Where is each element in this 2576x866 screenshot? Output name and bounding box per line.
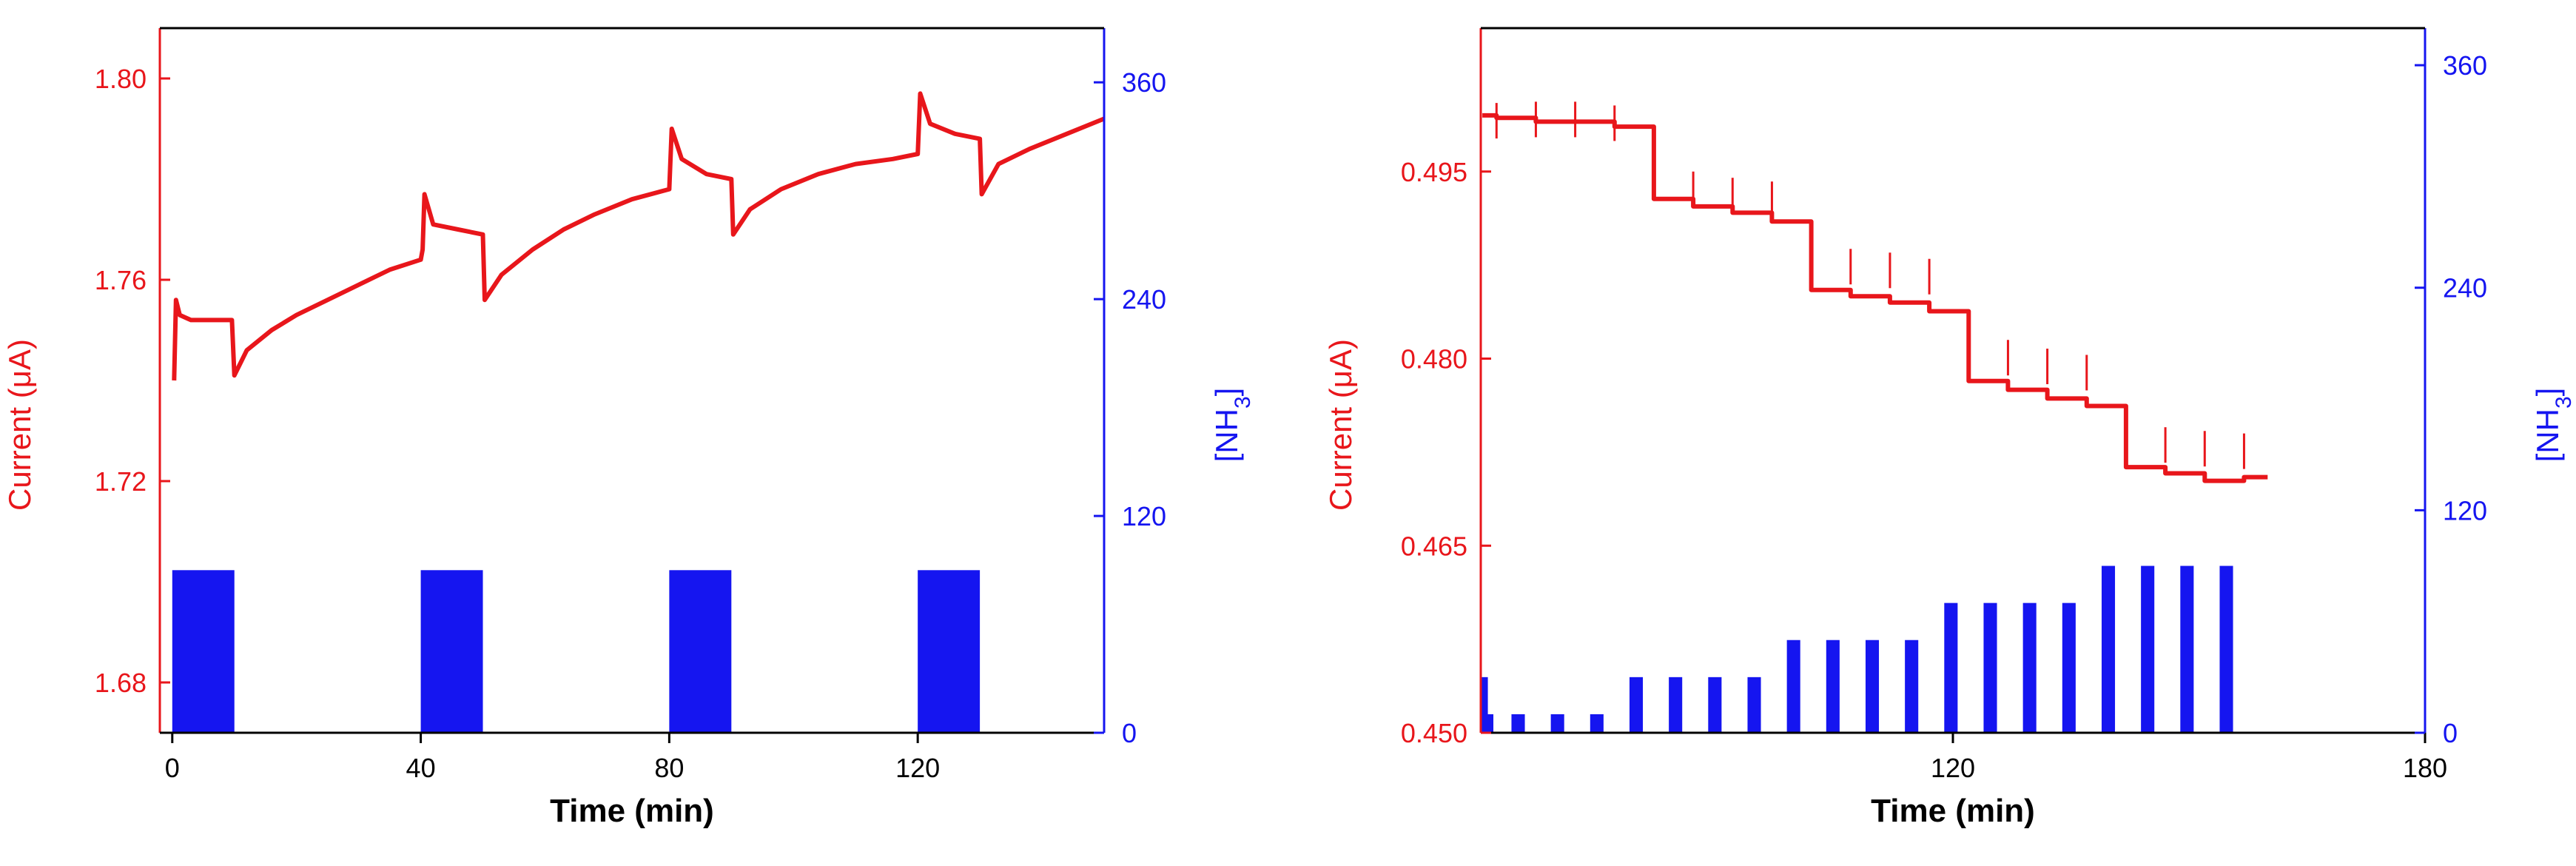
x-tick-label: 80 — [654, 753, 684, 783]
x-tick-label: 120 — [1931, 753, 1975, 783]
nh3-pulse-bar — [2180, 565, 2194, 733]
y-right-tick-label: 120 — [2443, 495, 2487, 526]
nh3-pulse-bar — [2219, 565, 2233, 733]
y-left-tick-label: 0.465 — [1401, 531, 1467, 561]
y-left-tick-label: 0.480 — [1401, 344, 1467, 375]
nh3-pulse-bar — [1550, 714, 1564, 733]
y-right-tick-label: 360 — [2443, 50, 2487, 81]
nh3-pulse-bar — [420, 570, 483, 733]
nh3-pulse-bar — [1669, 677, 1683, 733]
y-left-axis-title: Current (μA) — [1323, 339, 1358, 511]
y-right-tick-label: 0 — [1122, 718, 1137, 748]
nh3-pulse-bar — [1708, 677, 1722, 733]
y-left-tick-label: 0.450 — [1401, 718, 1467, 748]
nh3-pulse-bar — [1747, 677, 1761, 733]
current-trace — [1482, 113, 2268, 483]
nh3-pulse-bar — [669, 570, 732, 733]
y-right-tick-label: 0 — [2443, 718, 2458, 748]
y-right-tick-label: 360 — [1122, 67, 1166, 98]
right-chart-panel: 120 180 0.450 0.465 0.480 0.495 0 120 240 360 Time… — [1323, 27, 2576, 829]
y-right-tick-label: 240 — [1122, 284, 1166, 315]
nh3-pulse-bar — [1511, 714, 1525, 733]
x-tick-label: 180 — [2403, 753, 2447, 783]
y-left-axis-title: Current (μA) — [2, 339, 37, 511]
nh3-pulse-bar — [2022, 602, 2037, 733]
nh3-pulse-bar — [2062, 602, 2076, 733]
x-tick-label: 0 — [165, 753, 180, 783]
x-tick-label: 40 — [406, 753, 436, 783]
y-right-axis-title: [NH3] — [2530, 388, 2576, 463]
y-right-tick-label: 120 — [1122, 501, 1166, 531]
x-tick-label: 120 — [895, 753, 940, 783]
x-axis-title: Time (min) — [1871, 793, 2035, 829]
left-chart-panel: 0 40 80 120 1.68 1.72 1.76 1.80 0 120 240 360 Time (… — [2, 27, 1255, 829]
nh3-pulse-bar — [1629, 677, 1644, 733]
nh3-pulse-bar — [1481, 714, 1494, 733]
nh3-pulse-bar — [1481, 677, 1488, 733]
nh3-pulse-bar — [1865, 640, 1880, 733]
y-right-axis-title: [NH3] — [1209, 388, 1255, 463]
y-left-tick-label: 1.68 — [95, 668, 147, 698]
nh3-pulse-bar — [172, 570, 235, 733]
y-left-tick-label: 0.495 — [1401, 157, 1467, 187]
y-left-tick-label: 1.80 — [95, 64, 147, 94]
nh3-pulse-bar — [1944, 602, 1958, 733]
nh3-pulse-bar — [1826, 640, 1840, 733]
y-left-tick-label: 1.76 — [95, 265, 147, 295]
current-trace — [172, 91, 1106, 381]
nh3-pulse-bar — [2101, 565, 2116, 733]
nh3-pulse-bar — [2141, 565, 2155, 733]
nh3-pulse-bar — [1983, 602, 1997, 733]
x-axis-title: Time (min) — [550, 793, 714, 829]
nh3-pulse-bar — [918, 570, 981, 733]
nh3-pulse-bar — [1905, 640, 1919, 733]
y-right-tick-label: 240 — [2443, 273, 2487, 303]
nh3-pulse-bar — [1786, 640, 1800, 733]
nh3-pulse-bar — [1590, 714, 1604, 733]
y-left-tick-label: 1.72 — [95, 466, 147, 497]
